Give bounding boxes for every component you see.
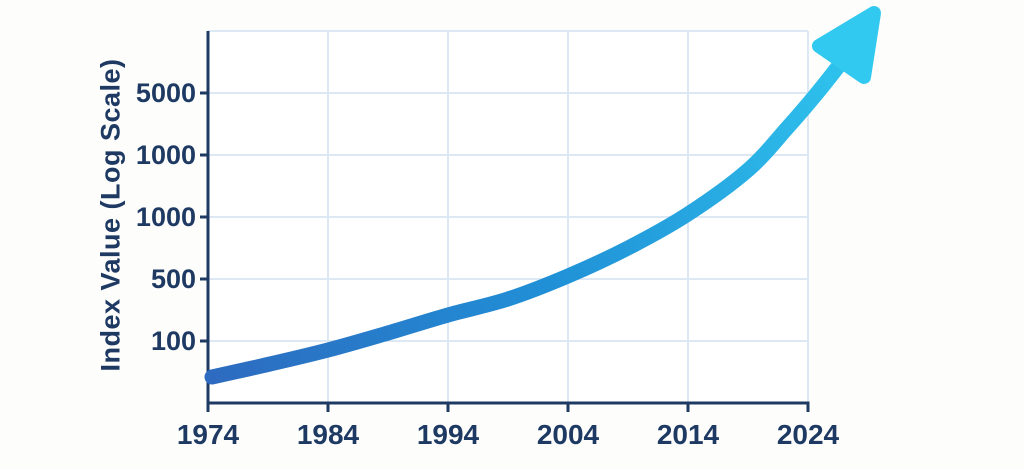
x-tick-label: 1974 xyxy=(176,419,240,450)
y-tick-label: 500 xyxy=(150,264,196,294)
trend-arrowhead-icon xyxy=(812,6,881,84)
x-tick-label: 1984 xyxy=(296,419,360,450)
y-tick-label: 5000 xyxy=(135,78,196,108)
x-tick-label: 2014 xyxy=(656,419,720,450)
x-tick-label: 1994 xyxy=(416,419,480,450)
y-tick-label: 100 xyxy=(150,326,196,356)
trend-line xyxy=(204,46,856,385)
x-tick-label: 2004 xyxy=(536,419,600,450)
y-tick-label: 1000 xyxy=(135,140,196,170)
y-tick-label: 1000 xyxy=(135,202,196,232)
x-tick-label: 2024 xyxy=(776,419,840,450)
